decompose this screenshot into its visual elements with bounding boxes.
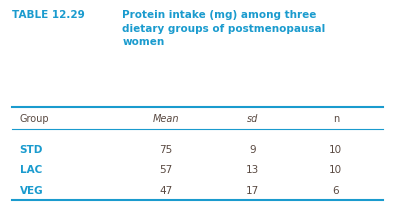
Text: 47: 47 (159, 185, 173, 195)
Text: 10: 10 (329, 164, 342, 174)
Text: 57: 57 (159, 164, 173, 174)
Text: Group: Group (20, 113, 49, 123)
Text: sd: sd (247, 113, 258, 123)
Text: 13: 13 (246, 164, 260, 174)
Text: 6: 6 (333, 185, 339, 195)
Text: STD: STD (20, 144, 43, 154)
Text: Mean: Mean (152, 113, 179, 123)
Text: TABLE 12.29: TABLE 12.29 (12, 10, 85, 20)
Text: Protein intake (mg) among three
dietary groups of postmenopausal
women: Protein intake (mg) among three dietary … (122, 10, 326, 47)
Text: LAC: LAC (20, 164, 42, 174)
Text: 17: 17 (246, 185, 260, 195)
Text: 9: 9 (250, 144, 256, 154)
Text: n: n (333, 113, 339, 123)
Text: 75: 75 (159, 144, 173, 154)
Text: VEG: VEG (20, 185, 43, 195)
Text: 10: 10 (329, 144, 342, 154)
